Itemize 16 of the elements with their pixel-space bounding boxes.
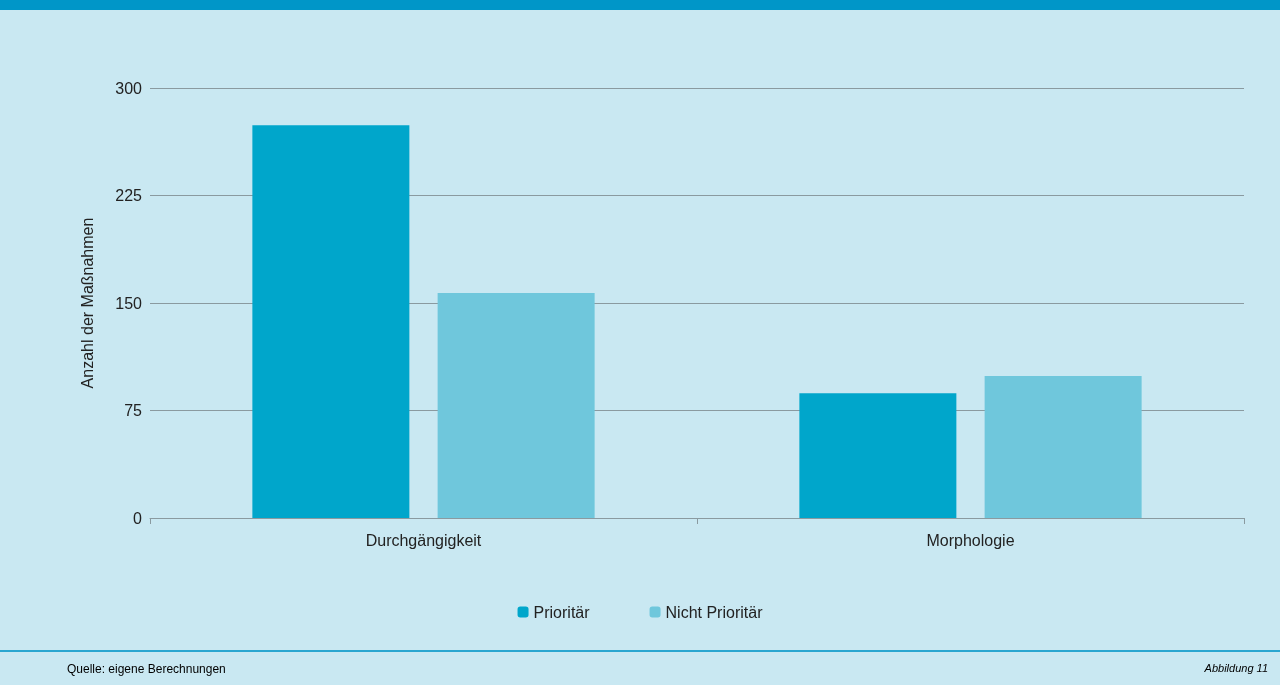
legend-label: Prioritär (533, 603, 591, 621)
source-note: Quelle: eigene Berechnungen (67, 662, 226, 676)
x-tick-label: Morphologie (926, 531, 1015, 549)
bar (437, 292, 595, 518)
x-tick-label: Durchgängigkeit (365, 531, 482, 549)
bar (252, 125, 410, 518)
y-tick-label: 0 (133, 509, 143, 527)
legend-label: Nicht Prioritär (665, 603, 764, 621)
y-tick-label: 75 (124, 402, 143, 419)
y-tick-label: 225 (115, 187, 143, 204)
y-tick-label: 300 (115, 79, 143, 97)
y-axis-title: Anzahl der Maßnahmen (78, 217, 96, 389)
y-tick-label: 150 (115, 294, 143, 312)
bar (799, 393, 957, 518)
bar (984, 376, 1142, 518)
text: Abbildung 11 (1204, 662, 1268, 674)
